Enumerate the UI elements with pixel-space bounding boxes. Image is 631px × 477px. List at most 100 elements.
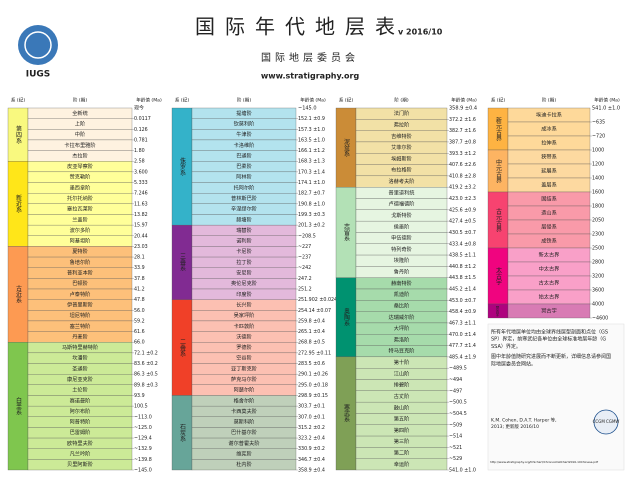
stage-name: 提塘阶: [236, 109, 252, 117]
age: 72.1 ±0.2: [134, 350, 158, 356]
stage-name: 丹麦阶: [72, 332, 88, 340]
stage-name: 特马豆克阶: [389, 347, 416, 355]
stage-name: 古太古界: [539, 279, 560, 287]
note-text: 际地层委员会网站。: [491, 360, 536, 367]
stage-name: 塞兰特阶: [70, 322, 92, 330]
age: 15.97: [134, 223, 148, 229]
age: 0.0117: [134, 116, 151, 122]
age: 1400: [592, 176, 604, 182]
stage-name: 中阶: [75, 130, 86, 138]
stage-name: 拉伸系: [541, 139, 557, 147]
age: 407.6 ±2.6: [449, 162, 476, 168]
stage-name: 罗德阶: [236, 343, 252, 351]
stage-name: 土伦阶: [72, 386, 88, 394]
stage-name: 伊普里斯阶: [67, 300, 94, 308]
stage-name: 新太古界: [539, 251, 560, 259]
age: 346.7 ±0.4: [298, 457, 325, 463]
stage-cell: [27, 459, 133, 471]
stage-name: 托尔托纳阶: [67, 194, 94, 202]
age: ~242: [298, 265, 311, 271]
age: ~139.8: [134, 457, 152, 463]
age: 2800: [592, 260, 604, 266]
stage-name: 中太古界: [539, 265, 560, 273]
column-header: 阶 (期): [73, 97, 87, 104]
age: 168.3 ±1.3: [298, 159, 325, 165]
age: 419.2 ±3.2: [449, 185, 476, 191]
cgmw-text: CCGM CGMW: [593, 419, 620, 424]
note-text: 所有年代地层单位均由全球界线层型剖面和点位（GS: [491, 329, 608, 336]
stage-name: 狭带系: [541, 153, 557, 161]
age: 23.03: [134, 244, 148, 250]
stage-name: 亚丁斯克阶: [231, 364, 258, 372]
stage-name: 圣通阶: [72, 364, 88, 372]
period-name: 志留系: [343, 223, 350, 242]
age: 265.1 ±0.4: [298, 329, 325, 335]
top-age: ~145.0: [298, 106, 317, 112]
stage-name: 维宪阶: [236, 450, 252, 458]
age: 13.82: [134, 212, 148, 218]
period-name: 冥古宇: [495, 305, 500, 317]
age: 2.58: [134, 159, 145, 165]
age: 33.9: [134, 265, 145, 271]
age: 254.14 ±0.07: [298, 308, 331, 314]
stage-name: 普里道利统: [389, 188, 415, 196]
stage-name: 卡西莫夫阶: [231, 407, 258, 415]
top-age: 541.0 ±1.0: [592, 106, 620, 112]
period-name: 泥盆系: [343, 138, 350, 157]
age: 56.0: [134, 308, 145, 314]
age: 433.4 ±0.8: [449, 241, 476, 247]
age: 372.2 ±1.6: [449, 117, 476, 123]
stage-name: 兰盖阶: [72, 215, 88, 223]
stage-name: 冥古宇: [541, 307, 557, 315]
age: 3600: [592, 288, 604, 294]
stage-name: 辛涅缪尔阶: [231, 205, 258, 213]
stage-name: 巴柔阶: [236, 162, 252, 170]
stage-name: 成冰系: [541, 125, 557, 133]
stage-name: 鲁培尔阶: [70, 258, 92, 266]
stage-name: 弗洛阶: [394, 335, 410, 343]
title: 国际年代地层表: [195, 15, 405, 39]
age: 272.95 ±0.11: [298, 350, 331, 356]
age: 323.2 ±0.4: [298, 436, 325, 442]
period-name: 二叠系: [179, 339, 186, 357]
stage-name: 诺利阶: [236, 237, 252, 245]
stage-name: 成铁系: [541, 237, 557, 245]
stage-name: 第五阶: [394, 415, 410, 423]
stage-name: 埃迪卡拉系: [536, 111, 562, 119]
note-text: 2013; 更新版 2016/10: [491, 423, 539, 430]
stage-name: 始太古界: [539, 293, 560, 301]
period-name: 石炭系: [179, 424, 186, 442]
age: ~237: [298, 255, 311, 261]
age: 1600: [592, 190, 604, 196]
age: 4000: [592, 302, 604, 308]
age: 83.6 ±0.2: [134, 361, 158, 367]
age: 467.3 ±1.1: [449, 320, 476, 326]
version: v 2016/10: [398, 28, 443, 37]
column-header: 系 (纪): [11, 97, 25, 104]
stage-name: 波尔多阶: [70, 226, 92, 234]
stage-cell: [191, 459, 297, 471]
age: 157.3 ±1.0: [298, 127, 325, 133]
period-name: 中元古界: [495, 158, 502, 184]
age: 41.2: [134, 287, 145, 293]
stage-name: 第三阶: [394, 437, 410, 445]
stage-name: 第四阶: [394, 426, 410, 434]
stage-cell: [355, 458, 448, 471]
age: 174.1 ±1.0: [298, 180, 325, 186]
age: 358.9 ±0.4: [298, 468, 325, 474]
stage-name: 戈斯特阶: [391, 211, 413, 219]
stage-name: 塞拉瓦莱阶: [67, 205, 94, 213]
age: 201.3 ±0.2: [298, 223, 325, 229]
stage-name: 延展系: [541, 167, 557, 175]
stage-name: 阿尔布阶: [70, 407, 92, 415]
age: 3.600: [134, 169, 148, 175]
age: 0.781: [134, 137, 148, 143]
age: ~504.5: [449, 411, 467, 417]
age: 298.9 ±0.15: [298, 393, 328, 399]
age: 199.3 ±0.3: [298, 212, 325, 218]
age: 387.7 ±0.8: [449, 139, 476, 145]
stage-name: 桑比阶: [394, 301, 410, 309]
stage-name: 长兴阶: [236, 300, 252, 308]
stage-name: 巴雷姆阶: [70, 428, 92, 436]
age: 477.7 ±1.4: [449, 343, 476, 349]
